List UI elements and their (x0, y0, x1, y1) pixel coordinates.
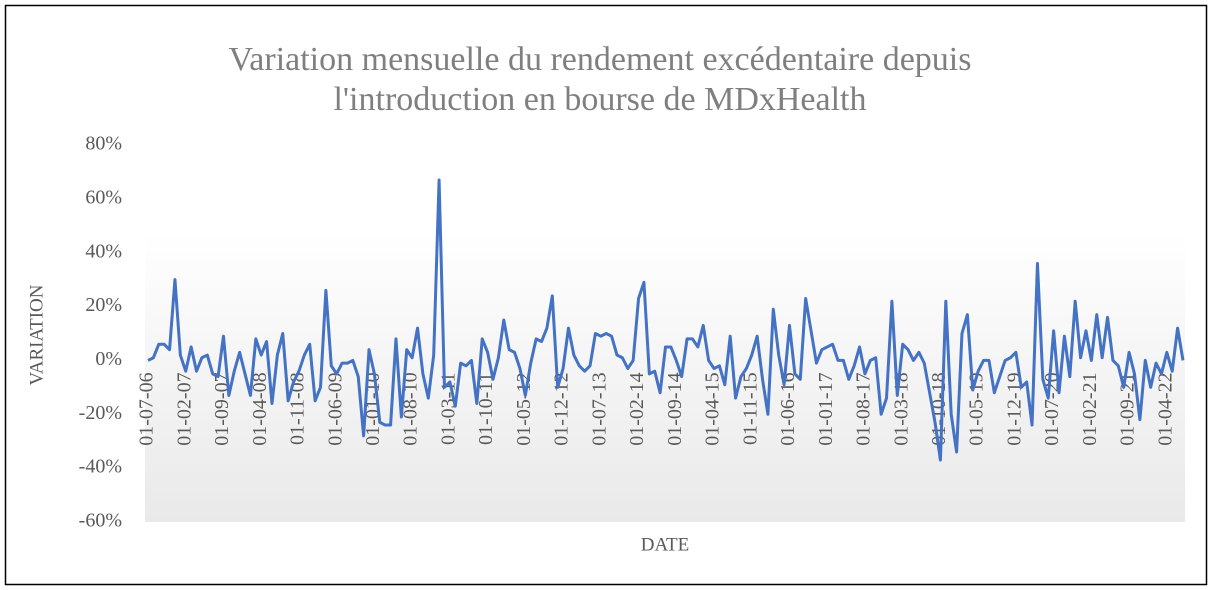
x-tick-label: 01-04-22 (1154, 372, 1176, 445)
x-tick-label: 01-11-15 (739, 372, 761, 445)
x-tick-label: 01-11-08 (287, 372, 309, 445)
y-tick-label: 0% (95, 348, 122, 370)
y-axis-title: VARIATION (26, 284, 47, 385)
x-axis-title: DATE (641, 534, 690, 555)
x-tick-label: 01-12-12 (551, 372, 573, 445)
plot-background (145, 230, 1185, 522)
x-tick-label: 01-09-07 (211, 372, 233, 445)
x-tick-label: 01-12-19 (1003, 372, 1025, 445)
x-tick-label: 01-09-21 (1117, 372, 1139, 445)
x-tick-label: 01-03-11 (437, 372, 459, 445)
y-tick-label: 20% (85, 294, 122, 316)
x-tick-label: 01-07-13 (588, 372, 610, 445)
y-tick-label: -20% (79, 402, 122, 424)
x-tick-label: 01-06-09 (324, 372, 346, 445)
chart-title: l'introduction en bourse de MDxHealth (333, 81, 866, 118)
x-tick-label: 01-05-19 (966, 372, 988, 445)
x-tick-label: 01-09-14 (664, 372, 686, 445)
y-tick-label: 40% (85, 240, 122, 262)
y-tick-label: 60% (85, 186, 122, 208)
chart-title: Variation mensuelle du rendement excéden… (229, 41, 972, 78)
x-tick-label: 01-05-12 (513, 372, 535, 445)
x-tick-label: 01-07-06 (136, 372, 158, 445)
x-tick-label: 01-02-07 (173, 372, 195, 445)
y-tick-label: -60% (79, 510, 122, 532)
y-tick-label: -40% (79, 456, 122, 478)
x-tick-label: 01-06-16 (777, 372, 799, 445)
x-tick-label: 01-03-18 (890, 372, 912, 445)
x-tick-label: 01-10-11 (475, 372, 497, 445)
data-line (147, 178, 1185, 462)
x-tick-label: 01-02-14 (626, 372, 648, 445)
x-tick-label: 01-04-15 (702, 372, 724, 445)
x-tick-label: 01-01-17 (815, 372, 837, 445)
y-tick-label: 80% (85, 133, 122, 155)
x-tick-label: 01-02-21 (1079, 372, 1101, 445)
x-tick-label: 01-08-17 (853, 372, 875, 445)
x-tick-label: 01-08-10 (400, 372, 422, 445)
x-tick-label: 01-04-08 (249, 372, 271, 445)
x-tick-label: 01-10-18 (928, 372, 950, 445)
